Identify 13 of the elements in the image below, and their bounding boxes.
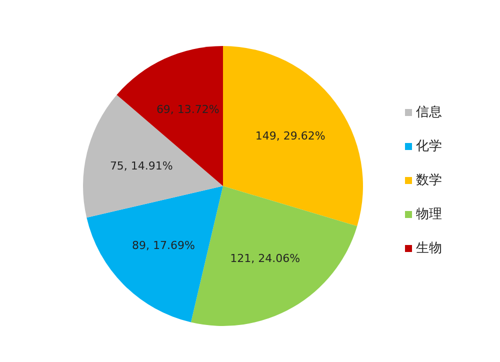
legend-label: 数学 — [416, 173, 442, 188]
data-label: 121, 24.06% — [230, 252, 300, 266]
legend-label: 信息 — [416, 105, 442, 120]
pie-slice — [223, 46, 363, 226]
legend-label: 物理 — [416, 207, 442, 222]
pie-slice — [86, 186, 223, 322]
data-label: 89, 17.69% — [132, 238, 195, 252]
data-label: 75, 14.91% — [110, 159, 173, 172]
data-label: 149, 29.62% — [255, 129, 326, 142]
legend-label: 生物 — [416, 241, 442, 256]
legend-label: 化学 — [416, 139, 442, 154]
pie-slice — [83, 94, 223, 218]
data-label: 69, 13.72% — [156, 103, 220, 116]
